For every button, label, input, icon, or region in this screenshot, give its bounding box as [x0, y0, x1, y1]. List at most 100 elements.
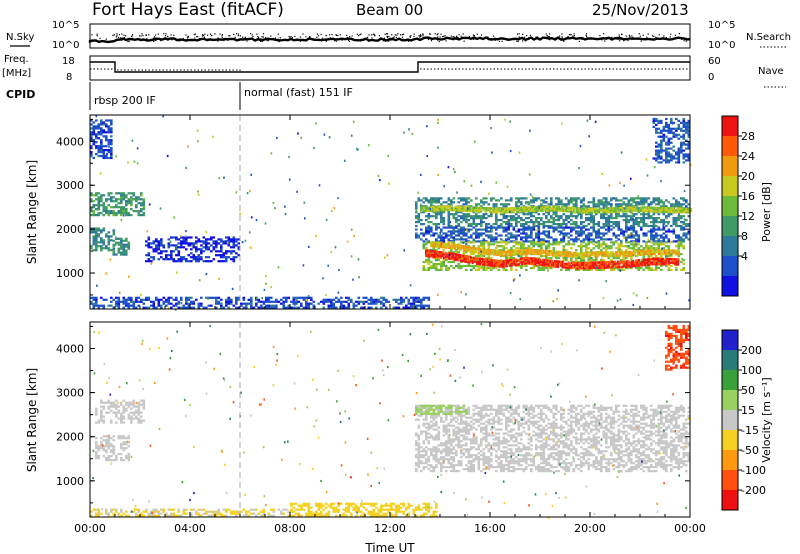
data-cell	[595, 259, 598, 262]
data-cell	[447, 226, 451, 229]
data-cell	[125, 245, 128, 248]
data-cell	[625, 245, 628, 248]
data-cell	[225, 240, 228, 243]
data-cell	[190, 252, 193, 255]
band-cell	[480, 208, 483, 211]
data-cell	[135, 200, 138, 203]
data-cell	[565, 259, 568, 262]
data-cell	[465, 213, 468, 216]
data-cell	[220, 306, 223, 309]
data-cell	[127, 302, 131, 305]
band-cell	[475, 249, 478, 252]
data-cell	[515, 213, 518, 216]
band-cell	[675, 258, 678, 261]
band-cell	[635, 259, 638, 262]
data-cell	[365, 300, 368, 303]
band-cell	[567, 263, 570, 266]
band-cell	[591, 265, 594, 268]
band-cell	[665, 261, 668, 264]
data-cell	[290, 306, 293, 309]
nsearch-point	[678, 33, 680, 35]
data-cell	[92, 229, 96, 232]
data-cell	[415, 224, 418, 228]
nsearch-point	[402, 38, 404, 40]
data-cell	[182, 240, 186, 243]
band-cell	[603, 264, 606, 267]
data-cell	[92, 214, 96, 217]
band-cell	[474, 258, 477, 262]
data-cell	[187, 242, 191, 245]
data-cell	[102, 121, 106, 124]
nsearch-point	[549, 33, 551, 35]
data-cell	[595, 245, 598, 248]
data-cell	[577, 230, 581, 233]
band-cell	[421, 208, 424, 211]
data-cell	[655, 145, 658, 148]
data-cell	[285, 306, 288, 309]
data-cell	[152, 248, 156, 251]
nsearch-point	[424, 37, 426, 39]
nsearch-point	[339, 34, 341, 36]
nsearch-point	[456, 36, 458, 39]
nsearch-point	[560, 39, 562, 41]
data-cell	[90, 302, 93, 305]
data-cell	[422, 298, 426, 301]
data-cell	[292, 302, 296, 305]
data-cell	[667, 141, 671, 144]
band-cell	[465, 255, 468, 258]
data-cell	[510, 199, 513, 202]
data-cell	[555, 197, 558, 200]
band-cell	[561, 266, 564, 269]
band-cell	[435, 255, 438, 259]
data-cell	[602, 247, 606, 250]
data-cell	[587, 238, 591, 241]
band-cell	[448, 208, 451, 212]
data-cell	[227, 244, 231, 247]
band-cell	[501, 261, 504, 265]
band-cell	[528, 257, 531, 260]
nsearch-point	[137, 38, 139, 40]
data-cell	[582, 230, 586, 233]
data-cell	[677, 238, 681, 241]
data-cell	[680, 127, 683, 130]
data-cell	[672, 262, 676, 266]
data-cell	[600, 268, 603, 271]
data-cell	[650, 245, 653, 248]
data-cell	[655, 221, 658, 224]
band-cell	[676, 249, 679, 252]
data-cell	[177, 254, 181, 257]
data-cell	[627, 266, 631, 270]
band-cell	[450, 252, 453, 255]
band-cell	[478, 208, 481, 211]
nsearch-point	[665, 37, 667, 39]
data-cell	[117, 296, 121, 299]
data-cell	[462, 238, 466, 241]
band-cell	[462, 260, 465, 263]
nsearch-point	[567, 36, 569, 38]
data-cell	[480, 241, 483, 244]
band-cell	[508, 254, 511, 257]
data-cell	[615, 257, 618, 260]
band-cell	[509, 250, 512, 253]
data-cell	[225, 250, 228, 253]
nsearch-point	[123, 34, 125, 36]
data-cell	[665, 245, 668, 248]
data-cell	[625, 224, 628, 228]
band-cell	[581, 267, 584, 270]
nsearch-point	[198, 38, 201, 40]
data-cell	[677, 153, 681, 156]
nsearch-point	[492, 35, 495, 37]
band-cell	[660, 263, 663, 266]
band-cell	[499, 253, 502, 257]
nsearch-point	[294, 35, 296, 37]
band-cell	[463, 247, 466, 250]
data-cell	[487, 266, 491, 270]
data-cell	[182, 256, 186, 259]
data-cell	[482, 201, 486, 204]
band-cell	[649, 249, 652, 252]
data-cell	[557, 197, 561, 200]
band-cell	[589, 253, 592, 256]
band-cell	[441, 209, 444, 212]
data-cell	[635, 255, 638, 258]
data-cell	[440, 215, 443, 218]
